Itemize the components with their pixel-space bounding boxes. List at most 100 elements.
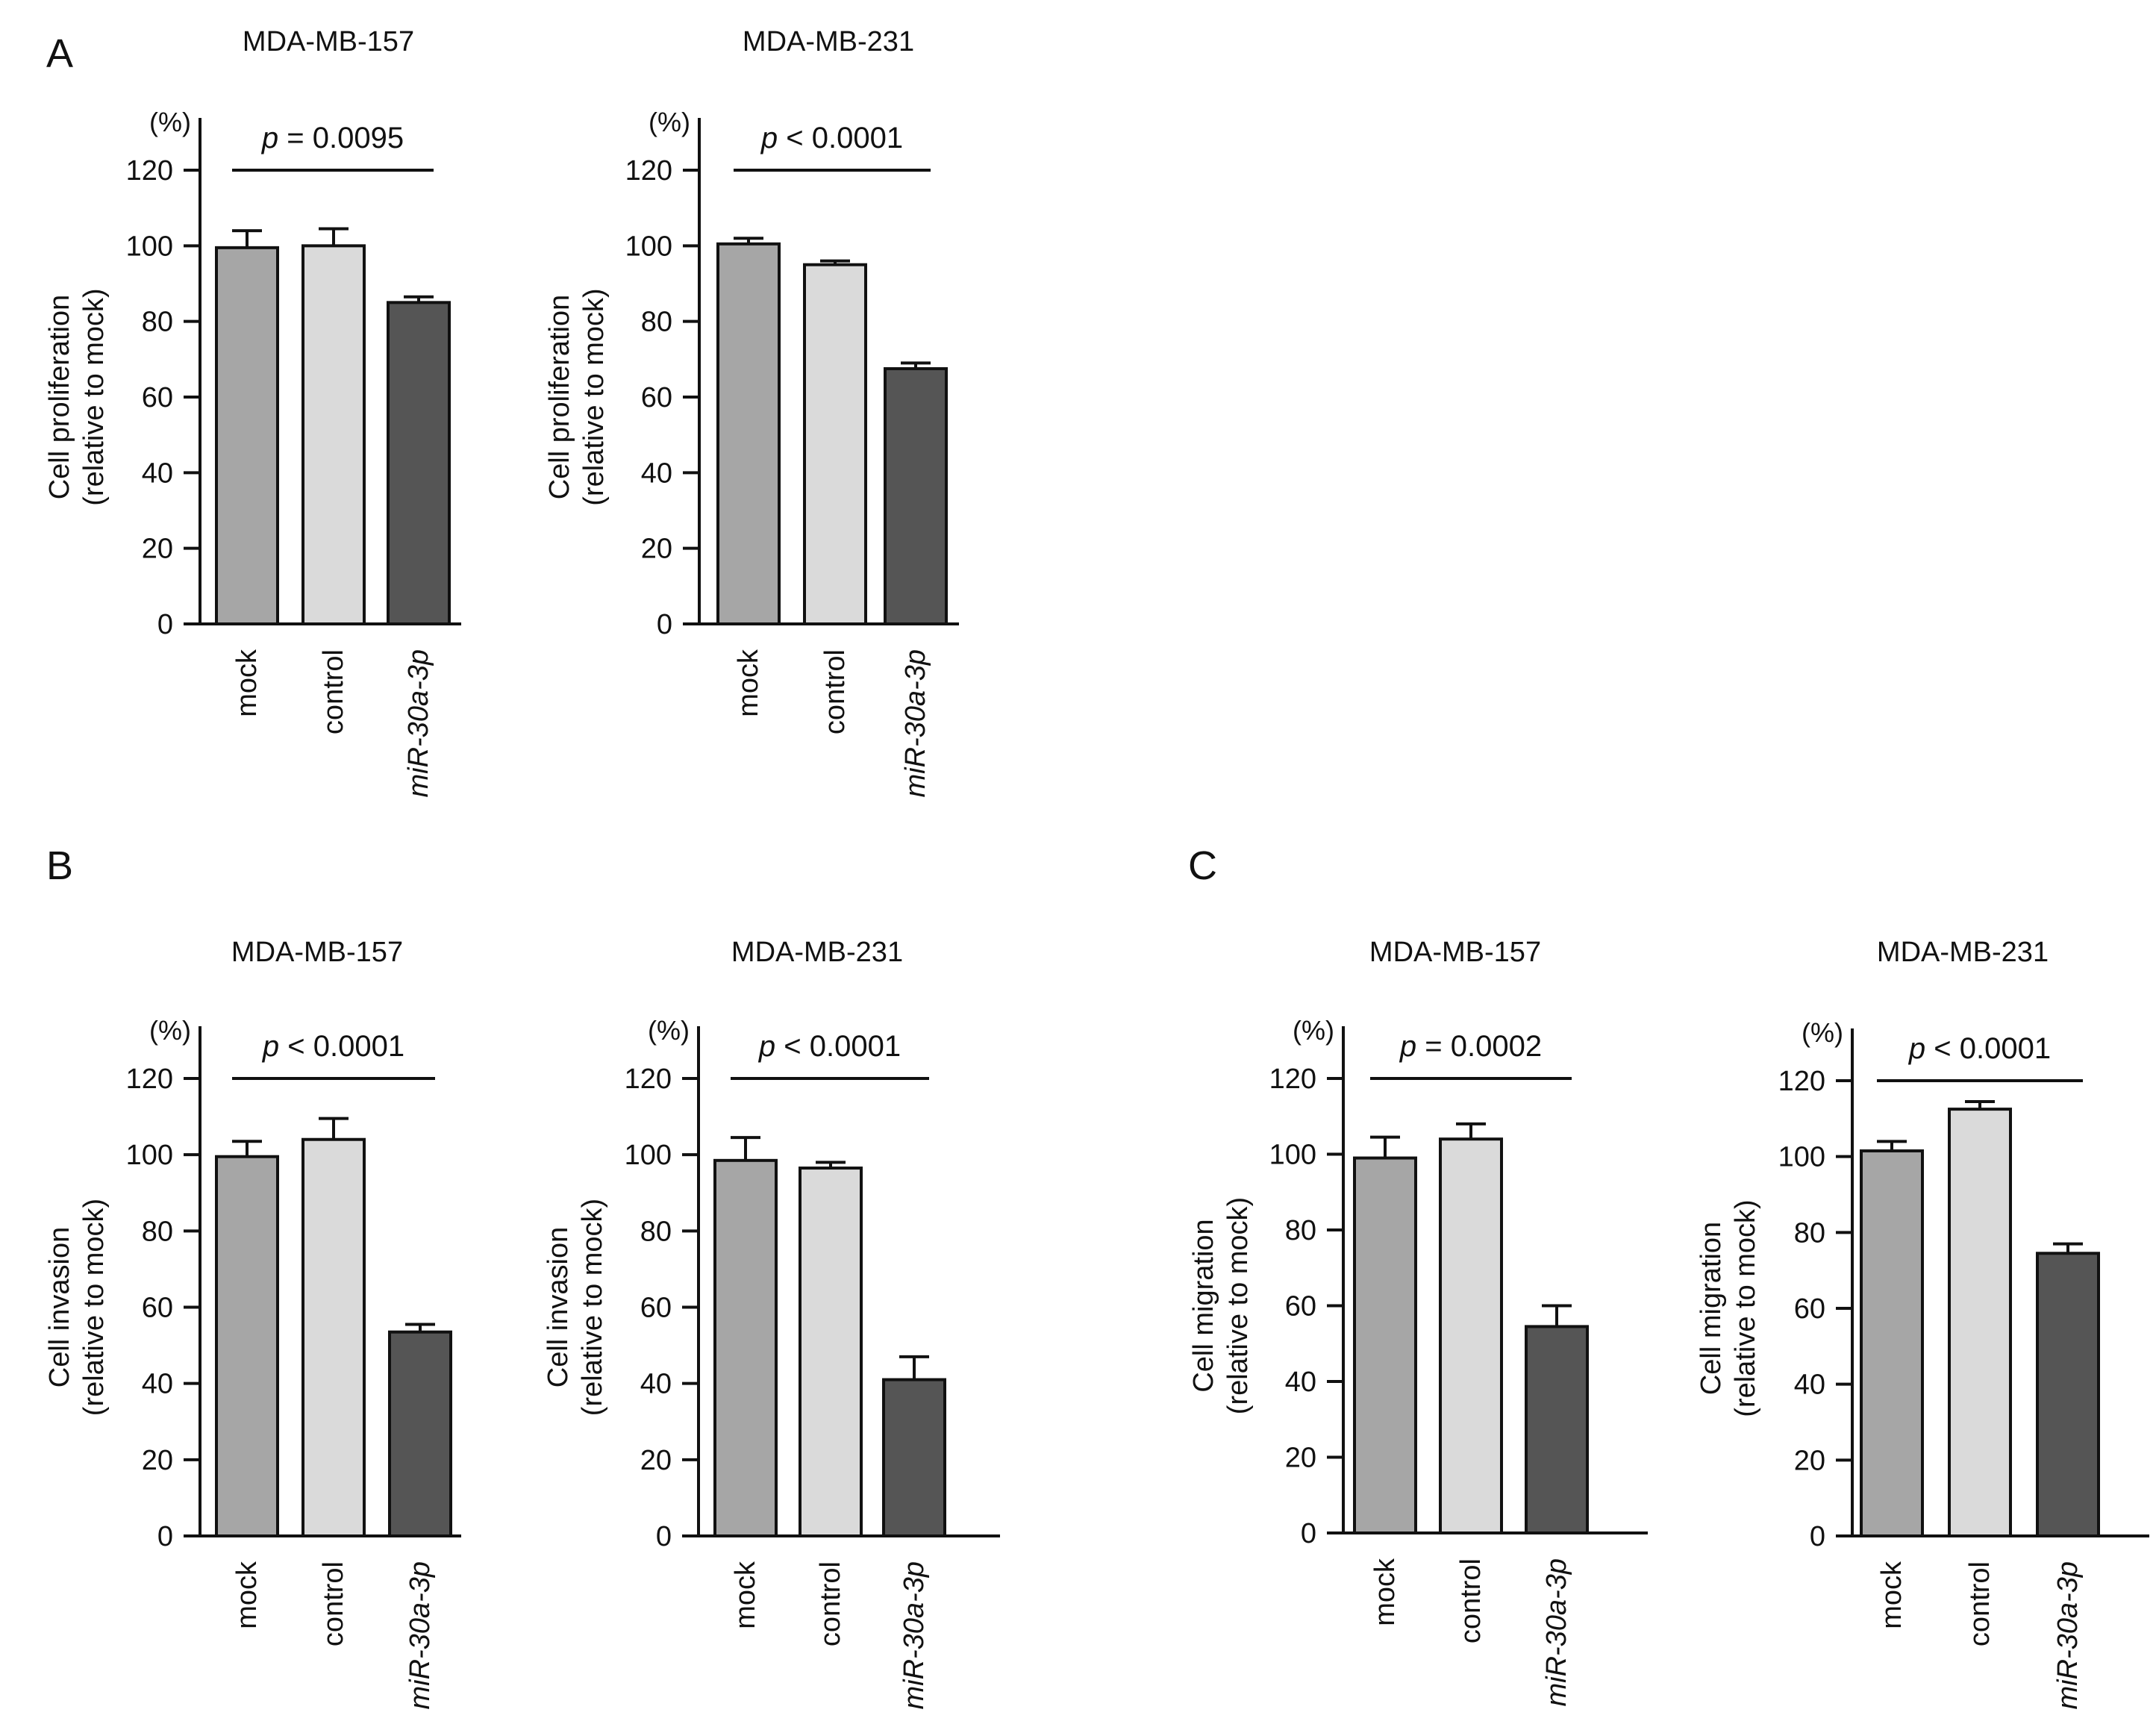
y-tick-label: 80 <box>640 1216 672 1247</box>
y-axis-label: Cell migration (relative to mock) <box>1696 1199 1761 1417</box>
bar-control <box>803 263 867 625</box>
p-symbol: p <box>261 122 278 154</box>
category-label: mock <box>730 1561 761 1629</box>
bar-mock <box>1353 1156 1417 1534</box>
y-unit-label: (%) <box>1293 1015 1334 1046</box>
y-tick-label: 100 <box>1778 1142 1825 1173</box>
category-label: miR-30a-3p <box>899 1561 930 1710</box>
y-tick-label: 120 <box>625 155 672 187</box>
y-tick-label: 20 <box>640 1445 672 1476</box>
y-tick-label: 40 <box>142 458 173 489</box>
y-axis-label-line: (relative to mock) <box>78 288 110 505</box>
bar-mir-30a-3p <box>387 301 451 625</box>
bar-chart-5: MDA-MB-157 (%) Cell migration (relative to … <box>1188 937 1648 1707</box>
y-tick-label: 40 <box>142 1369 173 1400</box>
category-label: mock <box>1369 1558 1401 1626</box>
y-axis-label-line: Cell invasion <box>44 1227 75 1387</box>
y-tick-label: 20 <box>641 534 672 565</box>
y-tick-label: 60 <box>142 1293 173 1324</box>
y-axis-label-line: Cell proliferation <box>544 295 575 500</box>
y-tick-label: 0 <box>157 1521 173 1552</box>
bar-control <box>1439 1137 1503 1534</box>
panel-label-c: C <box>1188 843 1217 888</box>
y-tick-label: 120 <box>1269 1064 1316 1095</box>
category-label: control <box>1455 1558 1487 1643</box>
y-tick-label: 120 <box>126 1064 173 1095</box>
y-tick-label: 0 <box>1810 1521 1825 1552</box>
bar-mock <box>716 242 781 625</box>
p-value-label: p < 0.0001 <box>1908 1032 2051 1065</box>
chart-title: MDA-MB-157 <box>231 937 403 968</box>
bar-chart-1: MDA-MB-157 (%) Cell proliferation (relative… <box>44 26 461 798</box>
y-tick-label: 0 <box>1301 1518 1316 1549</box>
bar-mir-30a-3p <box>882 1378 946 1538</box>
y-axis-label: Cell migration (relative to mock) <box>1188 1197 1254 1414</box>
category-label: miR-30a-3p <box>404 1561 436 1710</box>
chart-title: MDA-MB-231 <box>743 26 914 57</box>
y-axis-label-line: (relative to mock) <box>578 288 610 505</box>
y-tick-label: 40 <box>640 1369 672 1400</box>
y-tick-label: 60 <box>640 1293 672 1324</box>
p-symbol: p <box>1399 1030 1416 1063</box>
y-axis-label: Cell invasion (relative to mock) <box>44 1199 110 1416</box>
y-axis-label: Cell proliferation (relative to mock) <box>544 288 610 505</box>
y-axis-label-line: Cell migration <box>1188 1219 1219 1392</box>
category-label: miR-30a-3p <box>1541 1558 1572 1707</box>
chart-title: MDA-MB-231 <box>1877 937 2049 968</box>
y-tick-label: 100 <box>625 1140 672 1171</box>
y-axis-label-line: Cell proliferation <box>44 295 75 500</box>
p-symbol: p <box>758 1030 775 1063</box>
y-unit-label: (%) <box>149 107 191 137</box>
bar-mock <box>215 1155 279 1537</box>
chart-title: MDA-MB-157 <box>1369 937 1541 968</box>
bar-control <box>799 1167 863 1537</box>
y-axis-label-line: (relative to mock) <box>1730 1199 1761 1417</box>
y-tick-label: 0 <box>656 1521 672 1552</box>
bar-mir-30a-3p <box>884 367 948 625</box>
y-tick-label: 100 <box>1269 1140 1316 1171</box>
chart-title: MDA-MB-157 <box>243 26 414 57</box>
p-value-text: < 0.0001 <box>279 1030 404 1063</box>
p-value-label: p = 0.0095 <box>261 122 404 154</box>
category-label: control <box>819 649 851 734</box>
chart-title: MDA-MB-231 <box>731 937 903 968</box>
y-tick-label: 120 <box>625 1064 672 1095</box>
y-tick-label: 20 <box>1794 1445 1825 1476</box>
y-axis-label-line: (relative to mock) <box>78 1199 110 1416</box>
bar-mock <box>1860 1149 1924 1537</box>
category-label: control <box>318 649 349 734</box>
y-axis-label-line: (relative to mock) <box>1222 1197 1254 1414</box>
y-tick-label: 100 <box>126 231 173 262</box>
bar-chart-3: MDA-MB-157 (%) Cell invasion (relative to m… <box>44 937 461 1710</box>
p-value-text: < 0.0001 <box>1925 1032 2051 1065</box>
p-value-text: = 0.0002 <box>1416 1030 1542 1063</box>
category-label: mock <box>733 649 764 717</box>
y-tick-label: 100 <box>126 1140 173 1171</box>
bar-mir-30a-3p <box>1525 1325 1589 1534</box>
bar-mir-30a-3p <box>2036 1252 2100 1537</box>
bar-chart-4: MDA-MB-231 (%) Cell invasion (relative to m… <box>543 937 1000 1710</box>
p-value-text: = 0.0095 <box>278 122 404 154</box>
bar-mock <box>215 246 279 625</box>
panel-label-b: B <box>46 843 73 888</box>
p-value-label: p < 0.0001 <box>760 122 903 154</box>
bar-mock <box>713 1158 778 1538</box>
panel-label-a: A <box>46 31 73 76</box>
y-unit-label: (%) <box>648 1015 690 1046</box>
bar-chart-2: MDA-MB-231 (%) Cell proliferation (relative… <box>544 26 959 798</box>
y-tick-label: 60 <box>1285 1291 1316 1323</box>
y-unit-label: (%) <box>1802 1017 1843 1048</box>
y-tick-label: 60 <box>142 382 173 413</box>
category-label: miR-30a-3p <box>900 649 931 798</box>
bar-mir-30a-3p <box>388 1330 452 1538</box>
y-tick-label: 80 <box>142 1216 173 1247</box>
bar-chart-6: MDA-MB-231 (%) Cell migration (relative to … <box>1696 937 2149 1710</box>
y-axis-label-line: (relative to mock) <box>577 1199 608 1416</box>
p-symbol: p <box>760 122 778 154</box>
p-value-label: p < 0.0001 <box>262 1030 404 1063</box>
y-unit-label: (%) <box>649 107 690 137</box>
charts-layer: MDA-MB-157(%)Cell proliferation (relative… <box>44 26 2149 1710</box>
y-tick-label: 20 <box>1285 1443 1316 1474</box>
y-tick-label: 40 <box>1794 1370 1825 1401</box>
